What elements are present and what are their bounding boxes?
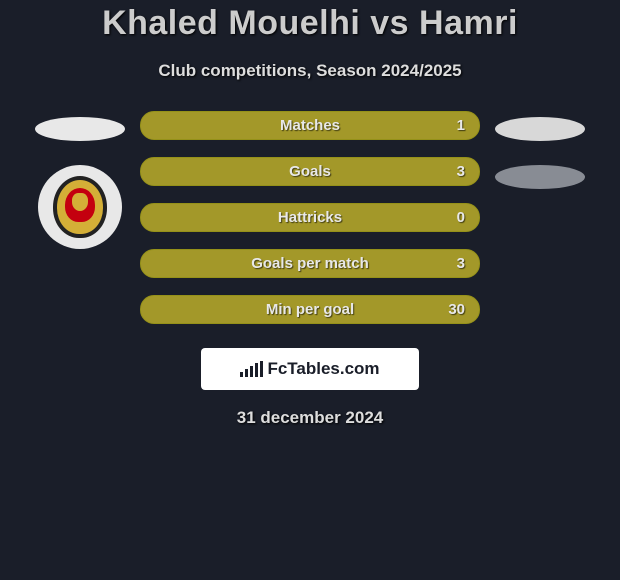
main-row: Matches 1 Goals 3 Hattricks 0 Goals per match 3…	[0, 111, 620, 324]
club-crest-icon	[53, 176, 107, 238]
player-left-col	[30, 111, 130, 249]
stat-value-right: 30	[448, 301, 465, 318]
brand-logo[interactable]: FcTables.com	[201, 348, 419, 390]
player-left-avatar	[35, 117, 125, 141]
stat-value-right: 3	[457, 255, 465, 272]
player-right-avatar	[495, 117, 585, 141]
stat-bar: Min per goal 30	[140, 295, 480, 324]
brand-logo-text: FcTables.com	[267, 359, 379, 379]
stat-label: Goals	[289, 163, 331, 180]
brand-logo-inner: FcTables.com	[240, 359, 379, 379]
stat-bar: Goals per match 3	[140, 249, 480, 278]
stat-value-right: 1	[457, 117, 465, 134]
stat-label: Goals per match	[251, 255, 369, 272]
stats-column: Matches 1 Goals 3 Hattricks 0 Goals per match 3…	[140, 111, 480, 324]
stat-bar: Goals 3	[140, 157, 480, 186]
player-right-col	[490, 111, 590, 189]
stat-bar: Matches 1	[140, 111, 480, 140]
club-badge-right	[495, 165, 585, 189]
stat-label: Min per goal	[266, 301, 354, 318]
stat-value-right: 3	[457, 163, 465, 180]
club-badge-left	[38, 165, 122, 249]
stat-value-right: 0	[457, 209, 465, 226]
comparison-card: Khaled Mouelhi vs Hamri Club competition…	[0, 0, 620, 428]
stat-label: Matches	[280, 117, 340, 134]
date-line: 31 december 2024	[0, 408, 620, 428]
page-title: Khaled Mouelhi vs Hamri	[0, 4, 620, 43]
subtitle: Club competitions, Season 2024/2025	[0, 61, 620, 81]
stat-bar: Hattricks 0	[140, 203, 480, 232]
bars-icon	[240, 361, 263, 377]
stat-label: Hattricks	[278, 209, 342, 226]
